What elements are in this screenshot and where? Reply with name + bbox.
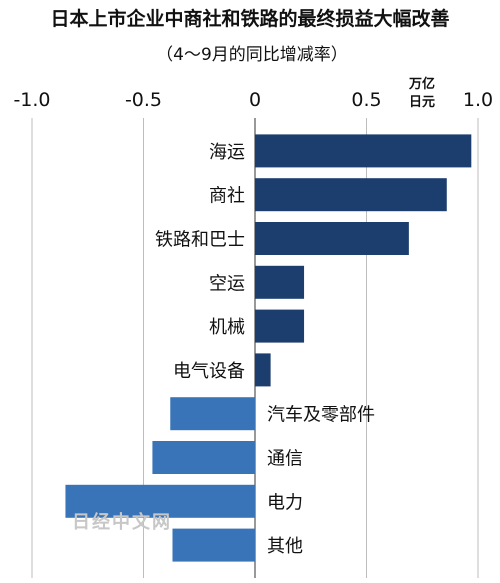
category-label: 商社: [209, 186, 245, 207]
chart-subtitle: （4～9月的同比增减率）: [156, 45, 348, 65]
unit-label-line1: 万亿: [408, 76, 435, 92]
bar: [255, 309, 305, 343]
bar: [172, 528, 255, 562]
bar: [152, 441, 255, 474]
category-label: 通信: [267, 449, 303, 470]
bar: [255, 353, 271, 387]
watermark: 日经中文网: [72, 511, 172, 533]
bar: [255, 178, 447, 212]
unit-label-line2: 日元: [409, 95, 435, 110]
category-label: 其他: [267, 536, 303, 557]
bar: [170, 397, 255, 431]
bar: [255, 134, 472, 168]
category-label: 电气设备: [173, 361, 245, 382]
x-tick-label: -0.5: [125, 89, 162, 111]
x-axis-ticks: -1.0 -0.5 0 0.5 1.0: [13, 89, 493, 111]
x-tick-label: 0: [249, 89, 261, 111]
bar: [255, 222, 409, 255]
x-tick-label: -1.0: [13, 89, 50, 111]
bar: [65, 484, 255, 518]
category-label: 铁路和巴士: [155, 230, 245, 251]
category-label: 海运: [209, 142, 245, 163]
bars: [65, 134, 472, 562]
category-label: 汽车及零部件: [267, 405, 375, 426]
category-label: 电力: [267, 492, 303, 513]
x-tick-label: 0.5: [351, 89, 381, 111]
category-label: 空运: [209, 273, 245, 294]
chart-title: 日本上市企业中商社和铁路的最终损益大幅改善: [50, 7, 449, 30]
x-tick-label: 1.0: [463, 89, 493, 111]
bar: [255, 265, 305, 299]
category-label: 机械: [209, 317, 245, 338]
